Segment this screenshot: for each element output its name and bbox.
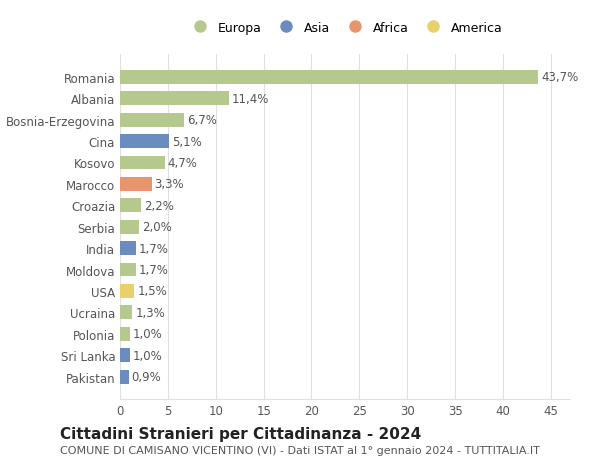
- Bar: [120, 370, 128, 384]
- Text: 0,9%: 0,9%: [131, 370, 161, 383]
- Bar: [120, 178, 152, 191]
- Bar: [120, 348, 130, 362]
- Text: 3,3%: 3,3%: [154, 178, 184, 191]
- Bar: [120, 284, 134, 298]
- Bar: [120, 306, 133, 319]
- Text: 1,0%: 1,0%: [133, 328, 162, 341]
- Text: 1,0%: 1,0%: [133, 349, 162, 362]
- Text: 1,5%: 1,5%: [137, 285, 167, 298]
- Text: 43,7%: 43,7%: [541, 71, 578, 84]
- Text: 5,1%: 5,1%: [172, 135, 202, 148]
- Text: 11,4%: 11,4%: [232, 93, 269, 106]
- Bar: [120, 241, 136, 256]
- Text: 1,7%: 1,7%: [139, 242, 169, 255]
- Text: COMUNE DI CAMISANO VICENTINO (VI) - Dati ISTAT al 1° gennaio 2024 - TUTTITALIA.I: COMUNE DI CAMISANO VICENTINO (VI) - Dati…: [60, 446, 540, 455]
- Bar: [120, 199, 141, 213]
- Text: 6,7%: 6,7%: [187, 114, 217, 127]
- Text: 4,7%: 4,7%: [168, 157, 198, 170]
- Bar: [120, 220, 139, 234]
- Bar: [120, 327, 130, 341]
- Text: Cittadini Stranieri per Cittadinanza - 2024: Cittadini Stranieri per Cittadinanza - 2…: [60, 426, 421, 442]
- Text: 1,3%: 1,3%: [136, 306, 165, 319]
- Text: 2,0%: 2,0%: [142, 221, 172, 234]
- Bar: [120, 135, 169, 149]
- Text: 1,7%: 1,7%: [139, 263, 169, 276]
- Bar: [120, 156, 165, 170]
- Bar: [120, 113, 184, 127]
- Bar: [120, 263, 136, 277]
- Bar: [120, 92, 229, 106]
- Bar: [120, 71, 538, 84]
- Text: 2,2%: 2,2%: [144, 199, 174, 213]
- Legend: Europa, Asia, Africa, America: Europa, Asia, Africa, America: [182, 17, 508, 39]
